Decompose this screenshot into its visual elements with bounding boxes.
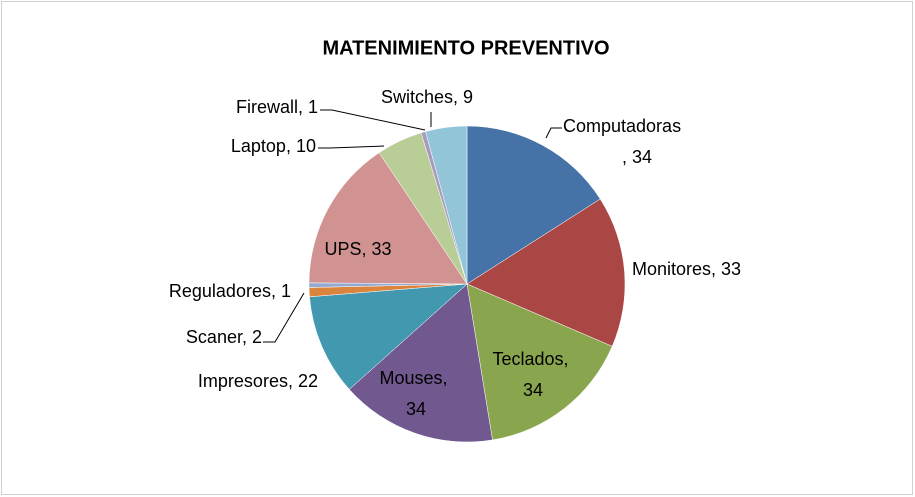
pie-slice [466,198,626,347]
data-label-part: 34 [632,147,652,167]
pie-slice [308,152,468,285]
data-label-part: , [288,371,298,391]
data-label-part: , [271,281,281,301]
data-label-part: UPS [324,239,361,259]
data-label: Monitores, 33 [632,259,741,279]
pie-slice [309,283,468,390]
pie-slice [425,125,468,285]
data-label: Laptop, 10 [231,136,316,156]
data-label-part: 34 [406,399,426,419]
data-label-part: 22 [298,371,318,391]
data-label: Reguladores, 1 [169,281,291,301]
data-label-part: 33 [721,259,741,279]
data-label-part: 9 [463,87,473,107]
data-label: UPS, 33 [324,239,391,259]
leader-line [545,127,562,139]
pie-slice [466,283,613,441]
data-label-part: Teclados [492,349,563,369]
data-label-part: 2 [252,327,262,347]
data-label-part: Computadoras [563,116,681,136]
data-label-part: 33 [372,239,392,259]
data-label-part: Mouses [379,368,442,388]
data-label-part: Switches [381,87,453,107]
data-label: Mouses, 34 [379,368,452,419]
data-label-part: 10 [296,136,316,156]
data-label-part: Monitores [632,259,711,279]
data-label-part: Impresores [198,371,288,391]
data-label: Firewall, 1 [236,97,318,117]
chart-title: MATENIMIENTO PREVENTIVO [322,37,609,59]
data-label: Computadoras, 34 [563,116,681,167]
data-label-part: , [298,97,308,117]
data-label-part: , [242,327,252,347]
data-label: Impresores, 22 [198,371,318,391]
data-label-part: , [286,136,296,156]
leader-line [318,145,385,149]
pie-slice [348,283,493,443]
data-label: Scaner, 2 [186,327,262,347]
data-label-part: Laptop [231,136,286,156]
leader-line [320,109,426,131]
data-label-part: , [564,349,574,369]
data-label-part: , [453,87,463,107]
data-label-part: 1 [308,97,318,117]
data-label-part: 1 [281,281,291,301]
data-label-part: , [443,368,453,388]
leader-line [263,292,305,343]
pie-slice [466,125,601,285]
data-label-part: , [711,259,721,279]
data-label-part: Scaner [186,327,243,347]
data-label-part: 34 [523,380,543,400]
data-label-part: Reguladores [169,281,271,301]
data-label: Switches, 9 [381,87,473,107]
data-label-part: , [361,239,371,259]
data-label: Teclados, 34 [492,349,573,400]
data-label-part: Firewall [236,97,298,117]
data-label-part: , [622,147,632,167]
